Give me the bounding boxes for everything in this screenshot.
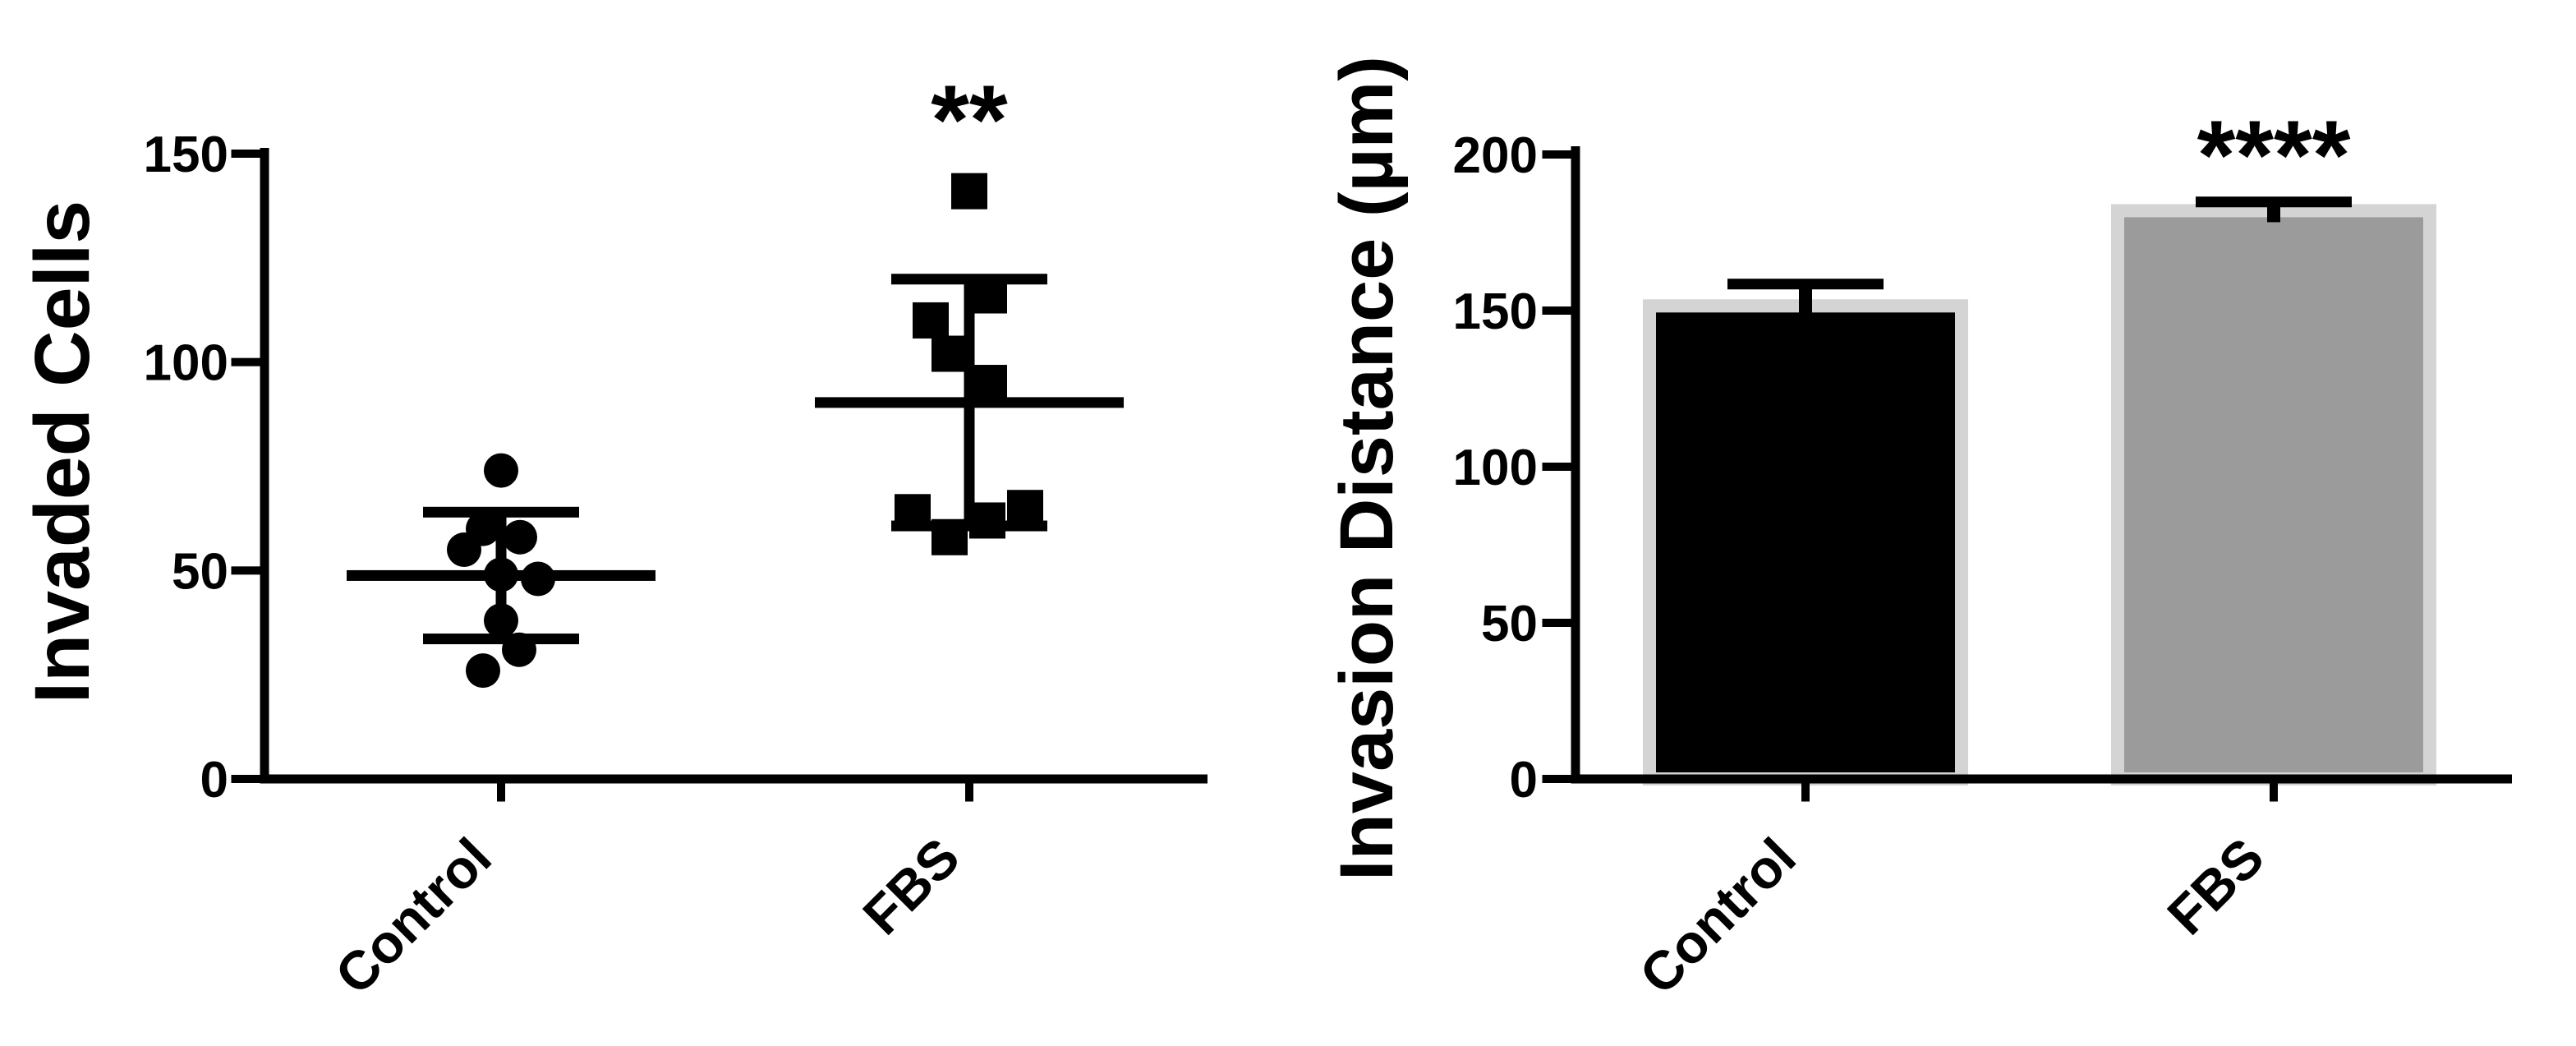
scatter-point-square xyxy=(971,365,1007,402)
scatter-point-circle xyxy=(484,453,518,488)
y-tick-label: 0 xyxy=(1510,752,1538,809)
y-tick xyxy=(231,150,260,159)
error-cap-upper xyxy=(423,506,579,518)
mean-line xyxy=(815,397,1124,408)
y-axis xyxy=(1571,146,1580,784)
y-tick-label: 100 xyxy=(144,335,228,392)
significance-asterisks: **** xyxy=(2197,100,2351,210)
category-label-fbs: FBS xyxy=(2155,827,2275,947)
scatter-point-circle xyxy=(447,532,481,567)
y-tick xyxy=(231,566,260,575)
y-tick-label: 0 xyxy=(200,752,228,809)
bar-fbs xyxy=(2111,204,2436,786)
scatter-point-circle xyxy=(484,557,518,592)
category-label-control: Control xyxy=(324,827,503,1006)
significance-asterisks: ** xyxy=(931,65,1008,175)
scatter-point-square xyxy=(969,502,1005,539)
x-axis xyxy=(260,774,1208,784)
y-tick-label: 150 xyxy=(144,127,228,183)
scatter-point-square xyxy=(913,302,949,339)
y-tick xyxy=(1542,775,1571,783)
scatter-point-square xyxy=(1007,490,1043,527)
x-tick xyxy=(965,783,973,802)
scatter-point-circle xyxy=(521,561,555,597)
scatter-point-square xyxy=(971,277,1007,314)
scatter-point-circle xyxy=(466,653,500,689)
scatter-point-square xyxy=(932,518,968,555)
y-tick xyxy=(1542,306,1571,315)
x-tick xyxy=(2270,783,2278,802)
scatter-point-circle xyxy=(502,632,536,667)
category-label-control: Control xyxy=(1628,827,1807,1006)
category-label-fbs: FBS xyxy=(851,827,971,947)
error-cap-lower xyxy=(423,634,579,645)
scatter-point-circle xyxy=(484,603,518,638)
x-tick xyxy=(497,783,505,802)
y-tick-label: 50 xyxy=(172,543,228,600)
scatter-point-square xyxy=(951,173,987,210)
y-axis-title: Invasion Distance (µm) xyxy=(1325,56,1409,881)
y-tick xyxy=(1542,619,1571,627)
scatter-point-square xyxy=(895,494,931,531)
y-tick-label: 50 xyxy=(1481,596,1538,652)
error-bar-stub xyxy=(1799,283,1812,318)
y-tick xyxy=(231,775,260,783)
y-tick xyxy=(231,357,260,366)
y-tick-label: 100 xyxy=(1453,440,1538,496)
y-tick-label: 150 xyxy=(1453,283,1538,340)
scatter-point-circle xyxy=(503,519,537,555)
error-cap-upper xyxy=(891,274,1047,285)
error-cap-upper xyxy=(2196,196,2352,208)
y-tick-label: 200 xyxy=(1453,127,1538,184)
scatter-point-square xyxy=(932,335,968,372)
bar-control xyxy=(1643,299,1968,786)
x-axis xyxy=(1571,774,2512,784)
y-tick xyxy=(1542,150,1571,159)
error-cap-upper xyxy=(1727,279,1884,290)
x-tick xyxy=(1801,783,1810,802)
y-tick xyxy=(1542,463,1571,471)
y-axis-title: Invaded Cells xyxy=(19,200,106,703)
y-axis xyxy=(260,148,269,784)
